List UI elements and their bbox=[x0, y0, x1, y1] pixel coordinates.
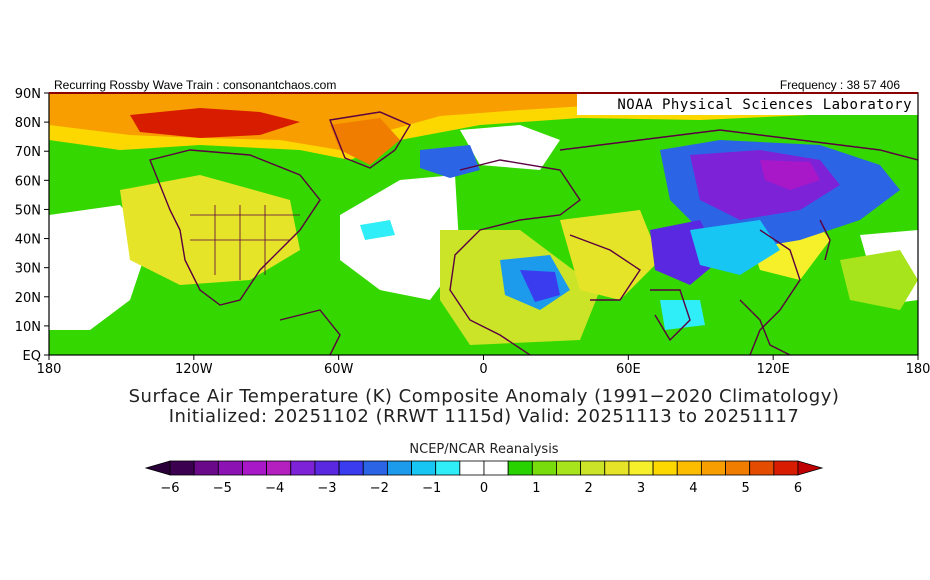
near-zero-region-atlantic bbox=[340, 175, 460, 300]
coastline-south-america bbox=[279, 309, 341, 355]
colorbar-segment bbox=[169, 460, 195, 476]
colorbar-tick-label: −5 bbox=[213, 481, 232, 496]
coastline-east-asia bbox=[749, 229, 801, 355]
colorbar-segment bbox=[435, 460, 461, 476]
colorbar-segment bbox=[266, 460, 292, 476]
colorbar-segment bbox=[386, 460, 412, 476]
warm-region-west-pacific bbox=[840, 250, 918, 310]
lon-label: 120W bbox=[175, 362, 213, 377]
colorbar-segment bbox=[507, 460, 533, 476]
longitude-axis: 180 120W 60W 0 60E 120E 180 bbox=[37, 355, 930, 377]
colorbar-tick-label: −4 bbox=[265, 481, 284, 496]
coastline-europe-africa bbox=[449, 159, 581, 355]
lat-label: 80N bbox=[15, 116, 41, 131]
colorbar-segment bbox=[483, 460, 509, 476]
colorbar-segment bbox=[580, 460, 606, 476]
colorbar-segment bbox=[749, 460, 775, 476]
colorbar-tick-label: −2 bbox=[370, 481, 389, 496]
lat-label: 10N bbox=[15, 320, 41, 335]
colorbar-segment bbox=[290, 460, 316, 476]
lon-label: 180 bbox=[906, 362, 930, 377]
colorbar-tick-label: 1 bbox=[532, 481, 540, 496]
colorbar-segment bbox=[193, 460, 219, 476]
state-borders-usa bbox=[190, 205, 300, 280]
greenland-warm-core bbox=[330, 118, 400, 165]
lon-label: 0 bbox=[479, 362, 487, 377]
colorbar-tick-label: 0 bbox=[480, 481, 488, 496]
lat-label: 90N bbox=[15, 87, 41, 102]
colorbar-segment bbox=[700, 460, 726, 476]
lat-label: 70N bbox=[15, 145, 41, 160]
coastline-southeast-asia bbox=[739, 299, 791, 355]
coastline-india bbox=[650, 289, 691, 342]
coastline-arabia bbox=[569, 234, 641, 301]
lat-label: 50N bbox=[15, 203, 41, 218]
colorbar-tick-label: −1 bbox=[422, 481, 441, 496]
lon-label: 120E bbox=[757, 362, 790, 377]
colorbar-segment bbox=[217, 460, 243, 476]
colorbar-segment bbox=[556, 460, 582, 476]
coastline-north-america bbox=[149, 149, 321, 306]
colorbar-arrow-left bbox=[144, 460, 171, 476]
colorbar-segment bbox=[725, 460, 751, 476]
header-attribution-text: Recurring Rossby Wave Train : consonantc… bbox=[54, 78, 337, 92]
lat-label: EQ bbox=[23, 349, 41, 364]
lat-label: 30N bbox=[15, 262, 41, 277]
cold-region-north-atlantic bbox=[420, 145, 480, 178]
colorbar-segment bbox=[411, 460, 437, 476]
colorbar-segment bbox=[604, 460, 630, 476]
lat-label: 40N bbox=[15, 233, 41, 248]
colorbar-segment bbox=[773, 460, 799, 476]
colorbar-arrow-right bbox=[797, 460, 824, 476]
colorbar-segment bbox=[362, 460, 388, 476]
lab-label-text: NOAA Physical Sciences Laboratory bbox=[617, 97, 912, 113]
colorbar-segment bbox=[531, 460, 557, 476]
latitude-axis: 90N 80N 70N 60N 50N 40N 30N 20N 10N EQ bbox=[15, 87, 49, 364]
colorbar-segment bbox=[338, 460, 364, 476]
arctic-red-core bbox=[130, 108, 300, 138]
lat-label: 60N bbox=[15, 174, 41, 189]
arctic-orange-band bbox=[49, 93, 918, 150]
lon-label: 60W bbox=[324, 362, 354, 377]
colorbar-tick-label: −6 bbox=[160, 481, 179, 496]
colorbar-tick-label: −3 bbox=[317, 481, 336, 496]
colorbar-segment bbox=[628, 460, 654, 476]
cold-region-china bbox=[690, 220, 780, 275]
colorbar: −6 −5 −4 −3 −2 −1 0 1 2 3 4 5 6 bbox=[144, 460, 824, 496]
colorbar-tick-label: 3 bbox=[637, 481, 645, 496]
colorbar-tick-label: 2 bbox=[585, 481, 593, 496]
near-zero-region-pacific bbox=[49, 205, 150, 330]
colorbar-segment bbox=[459, 460, 485, 476]
cold-region-north-africa-core bbox=[520, 270, 560, 302]
map-title-line2: Initialized: 20251102 (RRWT 1115d) Valid… bbox=[168, 406, 800, 427]
coastline-asia-north bbox=[559, 129, 918, 161]
coastlines bbox=[149, 111, 918, 355]
header-frequency-text: Frequency : 38 57 406 bbox=[779, 78, 900, 92]
colorbar-title: NCEP/NCAR Reanalysis bbox=[409, 442, 559, 457]
colorbar-tick-label: 4 bbox=[689, 481, 697, 496]
colorbar-tick-label: 5 bbox=[742, 481, 750, 496]
coastline-japan bbox=[819, 219, 831, 261]
lat-label: 20N bbox=[15, 291, 41, 306]
near-zero-region-north bbox=[460, 125, 560, 170]
lab-label-box bbox=[577, 93, 918, 115]
lon-label: 60E bbox=[616, 362, 641, 377]
anomaly-map bbox=[49, 93, 918, 355]
cold-region-siberia-deep bbox=[760, 160, 820, 190]
colorbar-segment bbox=[314, 460, 340, 476]
colorbar-tick-label: 6 bbox=[794, 481, 802, 496]
colorbar-segment bbox=[676, 460, 702, 476]
map-title-line1: Surface Air Temperature (K) Composite An… bbox=[128, 386, 840, 407]
warm-region-north-america bbox=[120, 175, 300, 285]
cold-region-mid-atlantic bbox=[360, 220, 395, 240]
coastline-greenland bbox=[329, 111, 412, 169]
cold-region-arabian-sea bbox=[660, 300, 705, 330]
colorbar-segment bbox=[242, 460, 268, 476]
colorbar-segment bbox=[652, 460, 678, 476]
lon-label: 180 bbox=[37, 362, 62, 377]
